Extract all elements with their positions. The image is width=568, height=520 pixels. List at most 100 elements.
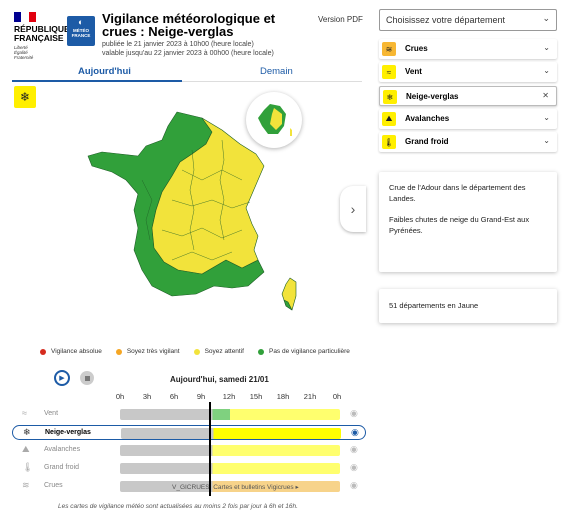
- published-date: publiée le 21 janvier 2023 à 10h00 (heur…: [102, 41, 254, 48]
- stop-icon: [84, 375, 90, 381]
- vigicrues-link-text: Cartes et bulletins Vigicrues: [213, 484, 294, 491]
- eye-icon[interactable]: ◉: [350, 480, 358, 490]
- chevron-down-icon[interactable]: ⌄: [543, 136, 550, 145]
- motto-line: Liberté: [14, 45, 28, 50]
- chevron-right-icon: ›: [350, 201, 356, 217]
- legend-item: Vigilance absolue: [40, 348, 102, 355]
- legend-dot-green-icon: [257, 348, 264, 355]
- hour-label: 18h: [276, 392, 290, 401]
- french-flag-icon: [14, 12, 36, 22]
- next-map-button[interactable]: ›: [340, 186, 366, 232]
- department-select[interactable]: Choisissez votre département ⌄: [379, 9, 557, 31]
- chevron-down-icon[interactable]: ⌄: [543, 43, 550, 52]
- chevron-down-icon[interactable]: ⌄: [543, 66, 550, 75]
- meteo-france-mark-icon: ◐: [78, 17, 84, 27]
- wind-icon: ≈: [22, 408, 27, 418]
- mf-logo-line-2: FRANCE: [71, 33, 91, 38]
- legend-dot-red-icon: [40, 348, 46, 355]
- hour-label: 6h: [169, 392, 179, 401]
- departments-count: 51 départements en Jaune: [389, 301, 479, 310]
- timeline-row-label: Grand froid: [44, 464, 80, 471]
- waves-icon: ≋: [22, 480, 30, 490]
- phenomenon-label: Grand froid: [405, 137, 449, 146]
- eye-icon[interactable]: ◉: [350, 408, 358, 418]
- hour-label: 15h: [249, 392, 263, 401]
- phenomenon-avalanches[interactable]: ⛰ Avalanches ⌄: [379, 109, 557, 129]
- hour-label: 0h: [115, 392, 125, 401]
- avalanche-icon: ⛰: [22, 444, 30, 454]
- eye-icon[interactable]: ◉: [350, 462, 358, 472]
- motto-line: Fraternité: [14, 55, 34, 60]
- legend-label: Soyez très vigilant: [126, 348, 180, 355]
- vigilance-info-card: Crue de l'Adour dans le département des …: [379, 172, 557, 272]
- stop-button[interactable]: [80, 371, 94, 385]
- legend-item: Soyez très vigilant: [115, 348, 180, 355]
- update-note: Les cartes de vigilance météo sont actua…: [58, 503, 298, 510]
- phenomenon-label: Neige-verglas: [406, 92, 459, 101]
- waves-icon: ≋: [382, 42, 396, 56]
- thermometer-icon: 🌡: [382, 135, 396, 149]
- hour-label: 21h: [303, 392, 317, 401]
- phenomenon-label: Crues: [405, 44, 428, 53]
- info-line: Faibles chutes de neige du Grand-Est aux…: [389, 215, 530, 235]
- phenomenon-vent[interactable]: ≈ Vent ⌄: [379, 62, 557, 82]
- legend-item: Pas de vigilance particulière: [257, 348, 350, 355]
- info-line: Crue de l'Adour dans le département des …: [389, 183, 526, 203]
- timeline-row-avalanches[interactable]: ⛰ Avalanches ◉: [12, 443, 366, 458]
- timeline-row-label: Crues: [44, 482, 63, 489]
- thermometer-icon: 🌡: [22, 462, 34, 472]
- legend-label: Pas de vigilance particulière: [268, 348, 350, 355]
- legend-label: Soyez attentif: [204, 348, 244, 355]
- departments-count-card: 51 départements en Jaune: [379, 289, 557, 323]
- overview-inset-map[interactable]: [246, 92, 302, 148]
- timeline-date: Aujourd'hui, samedi 21/01: [170, 375, 269, 384]
- timeline-row-crues[interactable]: ≋ Crues V_GICRUES Cartes et bulletins Vi…: [12, 479, 366, 494]
- play-button[interactable]: ▶: [54, 370, 70, 386]
- rf-logo-line-2: FRANÇAISE: [14, 33, 64, 43]
- timeline-row-label: Neige-verglas: [45, 429, 91, 436]
- timeline-row-label: Vent: [44, 410, 59, 417]
- eye-icon[interactable]: ◉: [351, 427, 359, 437]
- pdf-version-link[interactable]: Version PDF: [318, 15, 363, 24]
- timeline-row-grand-froid[interactable]: 🌡 Grand froid ◉: [12, 461, 366, 476]
- tab-tomorrow[interactable]: Demain: [260, 66, 293, 77]
- eye-icon[interactable]: ◉: [350, 444, 358, 454]
- map-region-yellow[interactable]: [151, 117, 265, 275]
- timeline-bar: [120, 445, 340, 456]
- rf-logo-line-1: RÉPUBLIQUE: [14, 24, 70, 34]
- inset-france-map: [258, 104, 292, 136]
- phenomenon-label: Vent: [405, 67, 422, 76]
- map-legend: Vigilance absolue Soyez très vigilant So…: [40, 348, 350, 355]
- tab-today[interactable]: Aujourd'hui: [78, 66, 131, 77]
- snowflake-icon: ❄: [23, 427, 31, 437]
- timeline-bar: [121, 428, 341, 439]
- timeline-bar: [120, 463, 340, 474]
- chevron-down-icon[interactable]: ⌄: [543, 113, 550, 122]
- timeline-row-label: Avalanches: [44, 446, 81, 453]
- timeline-row-neige-verglas[interactable]: ❄ Neige-verglas ◉: [12, 425, 366, 440]
- phenomenon-grand-froid[interactable]: 🌡 Grand froid ⌄: [379, 132, 557, 152]
- motto-line: Égalité: [14, 50, 28, 55]
- legend-label: Vigilance absolue: [51, 348, 102, 355]
- timeline-cursor[interactable]: [209, 402, 211, 496]
- hour-label: 3h: [142, 392, 152, 401]
- phenomenon-crues[interactable]: ≋ Crues ⌄: [379, 39, 557, 59]
- timeline-row-vent[interactable]: ≈ Vent ◉: [12, 407, 366, 422]
- phenomenon-label: Avalanches: [405, 114, 450, 123]
- hour-label: 0h: [332, 392, 342, 401]
- phenomenon-neige-verglas[interactable]: ❄ Neige-verglas ✕: [379, 86, 557, 106]
- snowflake-icon: ❄: [14, 86, 36, 108]
- legend-dot-yellow-icon: [193, 348, 200, 355]
- meteo-france-logo[interactable]: ◐ MÉTÉO FRANCE: [67, 16, 95, 46]
- avalanche-icon: ⛰: [382, 112, 396, 126]
- close-icon[interactable]: ✕: [542, 91, 549, 100]
- active-tab-indicator: [12, 80, 182, 82]
- legend-item: Soyez attentif: [193, 348, 244, 355]
- page-title: Vigilance météorologique et crues : Neig…: [102, 11, 276, 39]
- chevron-down-icon: ⌄: [542, 13, 550, 23]
- vigicrues-link[interactable]: V_GICRUES Cartes et bulletins Vigicrues …: [120, 481, 340, 492]
- france-vigilance-map[interactable]: [82, 110, 312, 320]
- hour-label: 12h: [222, 392, 236, 401]
- mf-logo-line-1: MÉTÉO: [72, 28, 89, 33]
- republique-francaise-logo: RÉPUBLIQUE FRANÇAISE Liberté Égalité Frate…: [14, 12, 70, 60]
